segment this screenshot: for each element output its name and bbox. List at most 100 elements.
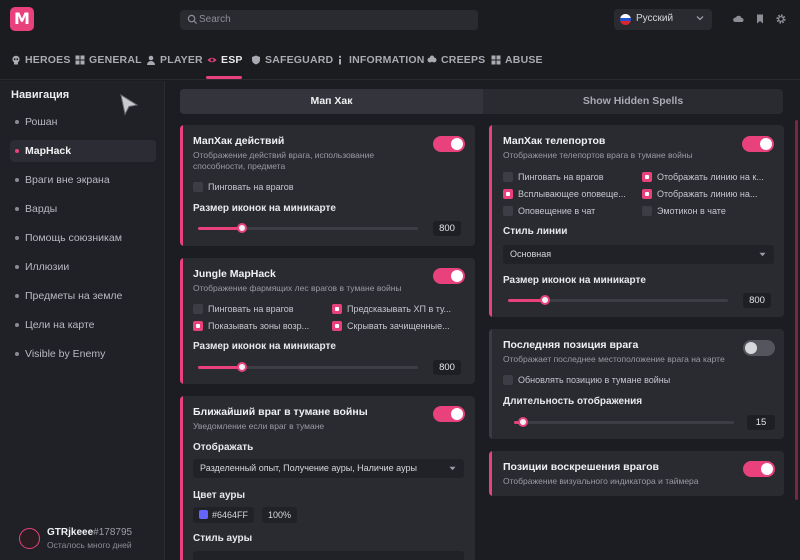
last-position-toggle[interactable] (743, 340, 775, 356)
aura-color-picker[interactable]: #6464FF (193, 507, 255, 523)
draw-line-checkbox[interactable]: Отображать линию на к... (642, 171, 777, 183)
ping-enemies-checkbox[interactable]: Пинговать на врагов (503, 171, 638, 183)
sidebar-item-maphack[interactable]: MapHack (10, 140, 156, 162)
draw-line-map-checkbox[interactable]: Отображать линию на... (642, 188, 777, 200)
top-bar: M Search Русский (0, 0, 800, 40)
tab-player[interactable]: PLAYER (146, 53, 203, 67)
sidebar-item-map-targets[interactable]: Цели на карте (10, 314, 156, 336)
checkbox-label: Обновлять позицию в тумане войны (518, 375, 671, 385)
bullet-icon (15, 236, 19, 240)
sidebar-item-wards[interactable]: Варды (10, 198, 156, 220)
sidebar-item-roshan[interactable]: Рошан (10, 111, 156, 133)
minimap-icon-size-slider[interactable] (198, 222, 418, 234)
line-style-select[interactable]: Основная (503, 245, 774, 264)
sidebar-item-offscreen-enemies[interactable]: Враги вне экрана (10, 169, 156, 191)
card-title: Jungle MapHack (193, 268, 276, 280)
card-description: Отображение фармящих лес врагов в тумане… (193, 283, 402, 293)
ping-enemies-checkbox[interactable]: Пинговать на врагов (193, 303, 328, 315)
slider-fill (198, 227, 242, 230)
sidebar-item-label: Visible by Enemy (25, 348, 106, 360)
card-title: МапХак действий (193, 135, 285, 147)
search-placeholder: Search (199, 14, 231, 25)
chat-emoticon-checkbox[interactable]: Эмотикон в чате (642, 205, 777, 217)
language-select[interactable]: Русский (614, 9, 712, 30)
tab-information[interactable]: INFORMATION (335, 53, 425, 67)
tab-abuse[interactable]: ABUSE (491, 53, 543, 67)
aura-color-label: Цвет ауры (193, 490, 246, 501)
grid-icon (75, 55, 85, 65)
sidebar-item-label: Варды (25, 203, 58, 215)
sidebar-item-label: Помощь союзникам (25, 232, 122, 244)
tab-creeps[interactable]: CREEPS (427, 53, 485, 67)
cloud-icon[interactable] (732, 13, 744, 25)
jungle-maphack-toggle[interactable] (433, 268, 465, 284)
sidebar-item-label: Цели на карте (25, 319, 95, 331)
show-spawn-zones-checkbox[interactable]: Показывать зоны возр... (193, 320, 328, 332)
slider-fill (198, 366, 242, 369)
checkbox-box (193, 304, 203, 314)
popup-notification-checkbox[interactable]: Всплывающее оповеще... (503, 188, 638, 200)
aura-opacity[interactable]: 100% (262, 507, 298, 523)
display-label: Отображать (193, 442, 254, 453)
checkbox-box (503, 172, 513, 182)
card-nearest-enemy: Ближайший враг в тумане войны Уведомлени… (180, 396, 475, 560)
chevron-down-icon (759, 252, 766, 257)
scrollbar[interactable] (795, 120, 798, 500)
gear-icon[interactable] (775, 13, 787, 25)
checkbox-box (503, 206, 513, 216)
tab-maphack[interactable]: Мап Хак (180, 89, 483, 114)
maphack-actions-toggle[interactable] (433, 136, 465, 152)
update-position-checkbox[interactable]: Обновлять позицию в тумане войны (503, 374, 733, 386)
chat-notification-checkbox[interactable]: Оповещение в чат (503, 205, 638, 217)
sidebar-item-illusions[interactable]: Иллюзии (10, 256, 156, 278)
tab-general[interactable]: GENERAL (75, 53, 142, 67)
sidebar-item-label: Предметы на земле (25, 290, 123, 302)
color-hex: #6464FF (212, 510, 249, 520)
display-select[interactable]: Разделенный опыт, Получение ауры, Наличи… (193, 459, 464, 478)
predict-hp-checkbox[interactable]: Предсказывать ХП в ту... (332, 303, 467, 315)
slider-label: Длительность отображения (503, 396, 643, 407)
sidebar-item-label: MapHack (25, 145, 72, 157)
minimap-icon-size-slider[interactable] (198, 361, 418, 373)
app-logo[interactable]: M (10, 7, 34, 31)
ping-enemies-checkbox[interactable]: Пинговать на врагов (193, 181, 373, 193)
tab-label: PLAYER (160, 54, 203, 66)
bookmark-icon[interactable] (754, 13, 766, 25)
tab-heroes[interactable]: HEROES (11, 53, 71, 67)
sidebar-item-ally-help[interactable]: Помощь союзникам (10, 227, 156, 249)
bullet-icon (15, 294, 19, 298)
search-input[interactable]: Search (180, 10, 478, 30)
respawn-positions-toggle[interactable] (743, 461, 775, 477)
tab-label: INFORMATION (349, 54, 425, 66)
card-title: Ближайший враг в тумане войны (193, 406, 368, 418)
minimap-icon-size-slider[interactable] (508, 294, 728, 306)
checkbox-label: Оповещение в чат (518, 206, 596, 216)
tab-show-hidden-spells[interactable]: Show Hidden Spells (582, 95, 684, 107)
aura-style-label: Стиль ауры (193, 533, 253, 544)
aura-style-select[interactable] (193, 551, 464, 560)
nearest-enemy-toggle[interactable] (433, 406, 465, 422)
slider-value[interactable]: 800 (433, 221, 461, 236)
display-duration-slider[interactable] (514, 416, 734, 428)
sidebar-item-visible-by-enemy[interactable]: Visible by Enemy (10, 343, 156, 365)
bullet-icon (15, 178, 19, 182)
card-last-position: Последняя позиция врага Отображает после… (489, 329, 784, 439)
user-profile[interactable]: GTRjkeee#178795 Осталось много дней (19, 525, 159, 555)
tab-safeguard[interactable]: SAFEGUARD (251, 53, 333, 67)
card-title: МапХак телепортов (503, 135, 606, 147)
slider-thumb[interactable] (540, 295, 551, 305)
slider-value[interactable]: 15 (747, 415, 775, 430)
maphack-teleports-toggle[interactable] (742, 136, 774, 152)
tab-esp[interactable]: ESP (207, 53, 243, 67)
hide-cleared-checkbox[interactable]: Скрывать зачищенные... (332, 320, 467, 332)
checkbox-label: Эмотикон в чате (657, 206, 726, 216)
slider-thumb[interactable] (237, 362, 247, 372)
language-value: Русский (636, 13, 674, 24)
slider-value[interactable]: 800 (433, 360, 461, 375)
slider-thumb[interactable] (237, 223, 247, 233)
slider-thumb[interactable] (517, 417, 528, 427)
sidebar-item-ground-items[interactable]: Предметы на земле (10, 285, 156, 307)
tab-label: CREEPS (441, 54, 486, 66)
slider-value[interactable]: 800 (743, 293, 771, 308)
checkbox-label: Пинговать на врагов (208, 304, 294, 314)
